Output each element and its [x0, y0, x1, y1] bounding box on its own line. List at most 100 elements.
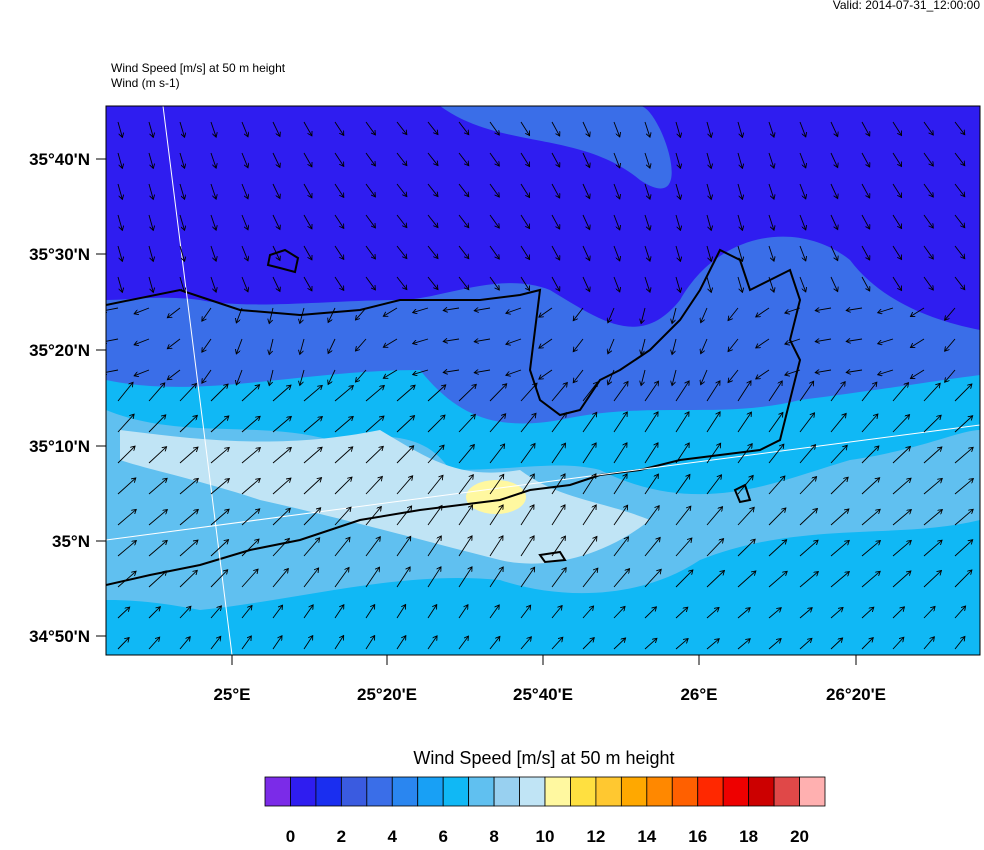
wind-arrow	[706, 539, 724, 557]
wind-arrow	[613, 245, 620, 261]
wind-arrow	[799, 214, 806, 230]
wind-arrow	[675, 183, 680, 199]
wind-arrow	[303, 121, 312, 136]
wind-arrow	[148, 478, 167, 495]
wind-arrow	[458, 475, 473, 495]
wind-arrow	[106, 308, 119, 311]
wind-arrow	[799, 276, 806, 292]
wind-arrow	[613, 183, 620, 199]
wind-arrow	[489, 121, 499, 135]
wind-arrow	[815, 370, 832, 373]
wind-arrow	[846, 308, 863, 311]
wind-arrow	[396, 214, 407, 228]
wind-arrow	[458, 276, 469, 290]
wind-arrow	[945, 307, 956, 320]
wind-arrow	[520, 413, 536, 433]
wind-arrow	[365, 245, 375, 259]
wind-arrow	[427, 276, 438, 290]
wind-arrow	[396, 506, 412, 526]
wind-arrow	[458, 567, 472, 588]
wind-arrow	[861, 183, 870, 198]
wind-arrow	[210, 479, 229, 495]
lon-label: 25°E	[213, 685, 250, 704]
wind-arrow	[675, 276, 680, 292]
wind-arrow	[117, 121, 122, 137]
wind-arrow	[396, 183, 407, 197]
wind-arrow	[148, 540, 167, 557]
wind-arrow	[768, 540, 787, 557]
wind-arrow	[768, 508, 786, 526]
wind-arrow	[355, 369, 367, 382]
wind-arrow	[701, 307, 708, 323]
wind-arrow	[737, 507, 754, 526]
wind-arrow	[334, 121, 344, 135]
wind-arrow	[148, 447, 167, 464]
field-north	[106, 106, 980, 330]
wind-arrow	[427, 245, 438, 259]
wind-arrow	[427, 152, 438, 166]
field-patch	[440, 106, 672, 189]
wind-arrow	[923, 245, 933, 259]
wind-arrow	[365, 276, 375, 290]
wind-arrow	[117, 152, 122, 168]
wind-arrow	[303, 183, 312, 198]
wind-arrow	[768, 476, 785, 495]
wind-arrow	[241, 121, 248, 137]
color-box	[519, 776, 546, 807]
wind-arrow	[303, 152, 312, 167]
wind-arrow	[443, 339, 460, 341]
wind-arrow	[328, 307, 336, 322]
wind-arrow	[861, 382, 877, 402]
wind-arrow	[608, 307, 615, 323]
wind-arrow	[728, 369, 739, 383]
wind-arrow	[756, 369, 770, 379]
wind-arrow	[474, 370, 491, 373]
colorbar-label: 18	[739, 827, 758, 845]
colorbar-label: 0	[286, 827, 295, 845]
wind-arrow	[644, 276, 650, 292]
wind-arrow	[923, 121, 933, 135]
lat-label: 35°20'N	[29, 341, 90, 360]
wind-arrow	[334, 152, 344, 166]
wind-arrow	[582, 606, 594, 619]
wind-arrow	[241, 183, 248, 199]
wind-arrow	[892, 415, 910, 433]
colorbar-label: 16	[688, 827, 707, 845]
wind-arrow	[148, 245, 153, 261]
color-box	[722, 776, 750, 807]
wind-arrow	[365, 636, 375, 650]
colorbar-label: 6	[438, 827, 447, 845]
wind-arrow	[799, 413, 815, 433]
wind-arrow	[269, 369, 274, 386]
wind-arrow	[328, 338, 336, 353]
wind-arrow	[365, 183, 375, 197]
wind-arrow	[303, 447, 322, 464]
wind-arrow	[241, 569, 258, 588]
wind-arrow	[396, 605, 406, 619]
wind-arrow	[706, 639, 719, 650]
wind-arrow	[148, 383, 165, 402]
lat-label: 34°50'N	[29, 627, 90, 646]
wind-arrow	[334, 214, 344, 228]
color-box	[442, 776, 470, 807]
wind-arrow	[861, 245, 870, 260]
wind-arrow	[551, 214, 560, 229]
wind-arrow	[737, 412, 751, 433]
wind-arrow	[396, 446, 414, 464]
wind-arrow	[427, 506, 442, 526]
wind-arrow	[675, 381, 689, 402]
wind-arrow	[878, 369, 894, 375]
wind-arrow	[706, 214, 711, 230]
wind-arrow	[520, 637, 531, 650]
wind-arrow	[489, 474, 504, 495]
colorbar-label: 12	[586, 827, 605, 845]
wind-arrow	[892, 637, 904, 650]
wind-arrow	[134, 338, 150, 345]
wind-arrow	[520, 183, 530, 198]
wind-arrow	[134, 307, 150, 314]
wind-arrow	[272, 478, 291, 495]
color-box	[595, 776, 622, 807]
wind-arrow	[923, 447, 942, 464]
wind-arrow	[573, 338, 584, 352]
wind-arrow	[179, 415, 197, 433]
